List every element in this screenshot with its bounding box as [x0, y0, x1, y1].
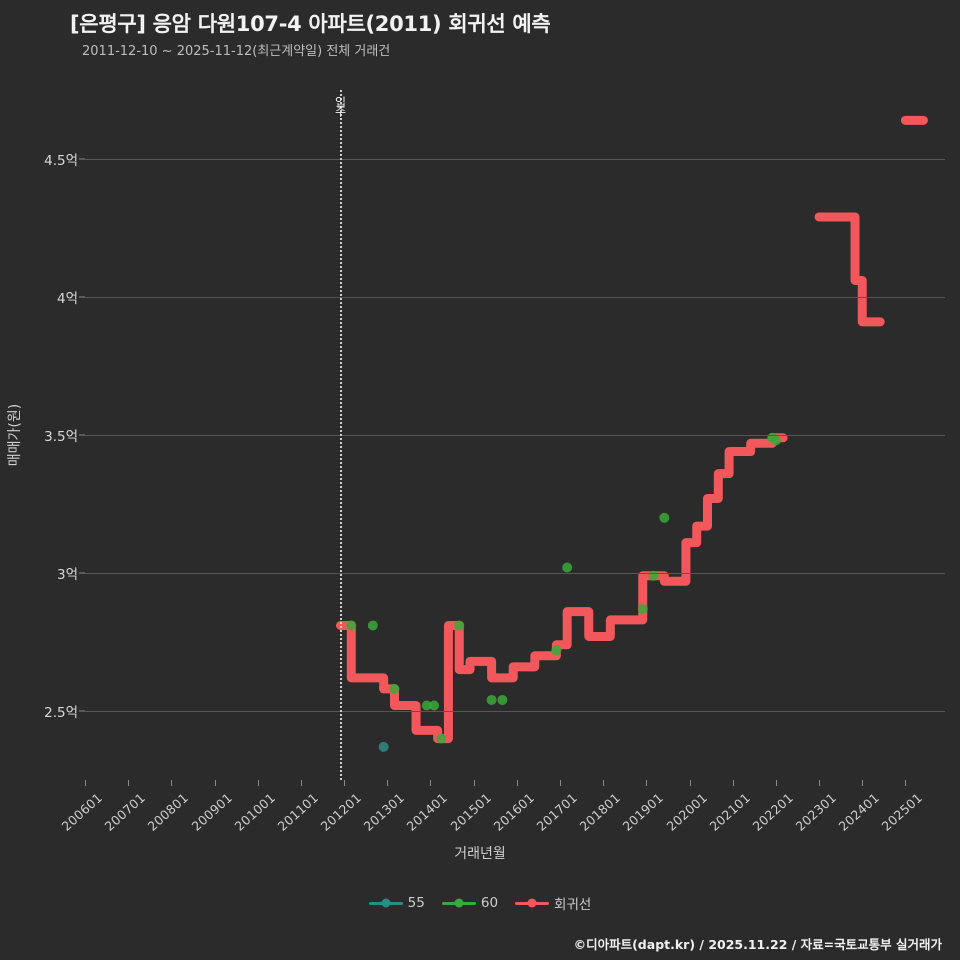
y-tick-label: 3억: [56, 567, 78, 583]
x-tick-label: 200701: [101, 790, 149, 834]
chart-svg-layer: [335, 115, 928, 752]
x-tick-mark: [732, 780, 734, 786]
legend-marker-icon: [527, 898, 537, 908]
scatter-point-60: [346, 620, 357, 631]
scatter-point-60: [770, 435, 781, 446]
x-tick-mark: [646, 780, 648, 786]
x-tick-label: 201001: [231, 790, 278, 834]
page-title: [은평구] 응암 다원107-4 아파트(2011) 회귀선 예측: [70, 12, 551, 36]
y-tick-label: 2.5억: [44, 705, 78, 721]
x-tick-mark: [257, 780, 259, 786]
scatter-point-60: [659, 512, 670, 523]
x-tick-label: 202101: [706, 790, 753, 834]
x-tick-mark: [344, 780, 346, 786]
x-tick-mark: [775, 780, 777, 786]
legend-swatch-icon: [515, 898, 550, 908]
y-axis-title: 매매가(원): [7, 403, 23, 467]
x-tick-mark: [387, 780, 389, 786]
x-tick-label: 202501: [879, 790, 926, 834]
legend-label: 60: [480, 895, 499, 911]
regression-line-main-trend: [335, 433, 788, 744]
x-tick-mark: [819, 780, 821, 786]
scatter-point-55: [378, 741, 389, 752]
legend-label: 회귀선: [554, 897, 592, 913]
legend-marker-icon: [454, 898, 464, 908]
scatter-point-60: [637, 603, 648, 614]
x-tick-label: 202401: [835, 790, 883, 834]
scatter-point-60: [551, 645, 562, 656]
x-tick-label: 202001: [663, 790, 710, 834]
plot-area: 2.5억 3억 3.5억 4억 4.5억 200601 200701 200801 200901…: [44, 90, 945, 834]
scatter-point-60: [389, 683, 400, 694]
y-tick-mark: [79, 572, 85, 574]
legend-marker-icon: [381, 898, 391, 908]
x-tick-label: 200601: [58, 790, 106, 834]
gridline: [85, 297, 945, 298]
x-tick-mark: [430, 780, 432, 786]
scatter-point-60: [454, 620, 465, 631]
chart-legend: 55 60 회귀선: [0, 893, 960, 913]
x-tick-mark: [905, 780, 907, 786]
x-tick-label: 202201: [749, 790, 796, 834]
x-tick-mark: [85, 780, 86, 786]
x-tick-label: 202301: [792, 790, 840, 834]
scatter-point-60: [436, 733, 447, 744]
x-axis-title: 거래년월: [454, 846, 506, 862]
gridline: [85, 573, 945, 574]
x-tick-label: 201501: [447, 790, 494, 834]
regression-line-forecast-mid: [814, 212, 885, 327]
legend-swatch-icon: [441, 898, 476, 908]
x-tick-mark: [603, 780, 605, 786]
x-tick-label: 200901: [188, 790, 235, 834]
x-tick-label: 201701: [533, 790, 581, 834]
legend-item-회귀선[interactable]: 회귀선: [515, 893, 591, 913]
scatter-point-60: [562, 562, 573, 573]
legend-swatch-icon: [368, 898, 403, 908]
x-tick-label: 201201: [317, 790, 365, 834]
gridline: [85, 159, 945, 160]
x-tick-label: 201601: [490, 790, 537, 834]
y-tick-mark: [79, 296, 85, 298]
x-tick-label: 200801: [145, 790, 192, 834]
chart-subtitle: 2011-12-10 ~ 2025-11-12(최근계약일) 전체 거래건: [82, 44, 391, 59]
x-tick-label: 201801: [576, 790, 624, 834]
y-tick-mark: [79, 158, 85, 160]
x-tick-label: 201901: [619, 790, 667, 834]
scatter-point-60: [486, 694, 497, 705]
y-tick-label: 4.5억: [44, 153, 78, 169]
gridline: [85, 711, 945, 712]
x-tick-mark: [214, 780, 216, 786]
gridline: [85, 435, 945, 436]
legend-label: 55: [407, 895, 425, 911]
legend-item-55[interactable]: 55: [368, 895, 425, 911]
x-tick-mark: [689, 780, 691, 786]
x-tick-label: 201401: [404, 790, 451, 834]
x-tick-label: 201101: [274, 790, 321, 834]
move-in-marker-label: 입주: [332, 96, 347, 114]
scatter-point-60: [497, 694, 508, 705]
y-tick-label: 3.5억: [44, 429, 78, 445]
y-tick-mark: [79, 710, 85, 712]
x-tick-mark: [473, 780, 475, 786]
x-tick-mark: [862, 780, 864, 786]
scatter-point-60: [429, 700, 440, 711]
x-tick-mark: [171, 780, 173, 786]
legend-item-60[interactable]: 60: [441, 895, 499, 911]
x-tick-mark: [300, 780, 302, 786]
y-tick-mark: [79, 434, 85, 436]
x-tick-mark: [559, 780, 561, 786]
x-tick-label: 201301: [360, 790, 408, 834]
scatter-point-60: [367, 620, 378, 631]
y-tick-label: 4억: [56, 291, 78, 307]
footer-credit: ©디아파트(dapt.kr) / 2025.11.22 / 자료=국토교통부 실…: [573, 937, 942, 952]
move-in-marker-line: [340, 90, 343, 780]
x-tick-mark: [516, 780, 518, 786]
x-tick-mark: [128, 780, 130, 786]
scatter-point-60: [421, 700, 432, 711]
